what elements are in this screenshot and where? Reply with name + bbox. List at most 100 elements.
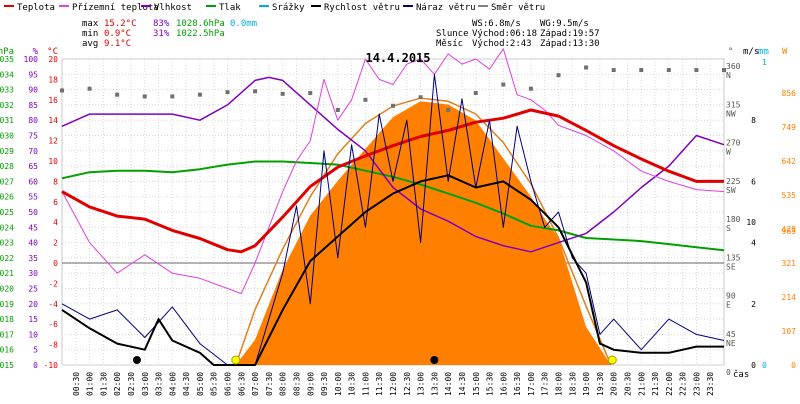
tick-label-solar: 535	[782, 191, 797, 200]
x-tick-label: 20:30	[623, 372, 632, 396]
tick-label-direction: 45	[726, 330, 736, 339]
tick-label-left: 35	[28, 254, 38, 263]
x-tick-label: 03:00	[141, 372, 150, 396]
x-tick-label: 15:00	[472, 372, 481, 396]
x-tick-label: 16:30	[513, 372, 522, 396]
series-layer	[60, 48, 726, 366]
tick-label-left: 100	[24, 55, 39, 64]
tick-label-left: 1033	[0, 86, 14, 95]
tick-label-direction: 135	[726, 253, 741, 262]
tick-label-rain: 0	[762, 361, 767, 370]
stat-label: max	[82, 19, 99, 29]
tick-label-left: 16	[48, 96, 58, 105]
tick-label-left: 1022	[0, 254, 14, 263]
tick-label-solar: 963	[782, 227, 797, 236]
sun-marker	[231, 355, 241, 365]
wind-direction-point	[363, 97, 368, 102]
wind-direction-point	[528, 86, 533, 91]
legend-label: Rychlost větru	[324, 3, 400, 13]
tick-label-wind: 6	[751, 177, 756, 186]
tick-label-left: 1018	[0, 315, 14, 324]
tick-label-left: 60	[28, 177, 38, 186]
tick-label-left: 1029	[0, 147, 14, 156]
tick-label-solar: 321	[782, 259, 797, 268]
x-tick-label: 00:30	[72, 372, 81, 396]
solar-radiation-area	[235, 101, 611, 365]
wind-direction-point	[611, 68, 616, 73]
tick-label-wind: 2	[751, 300, 756, 309]
x-axis-unit: čas	[733, 369, 749, 380]
moon-marker	[430, 356, 439, 364]
pressure-line	[61, 160, 725, 252]
x-tick-label: 18:30	[568, 372, 577, 396]
axis-unit-right: W	[782, 47, 788, 57]
tick-label-direction: 225	[726, 177, 741, 186]
x-tick-label: 16:00	[499, 372, 508, 396]
stat-moon-label: Měsíc	[436, 39, 463, 49]
wind-direction-point	[225, 90, 230, 95]
tick-label-wind: 0	[751, 361, 756, 370]
tick-label-left: 70	[28, 147, 38, 156]
axis-unit-left: hPa	[0, 47, 14, 57]
x-tick-label: 13:00	[417, 372, 426, 396]
wind-speed-line	[61, 174, 724, 366]
wind-direction-point	[253, 89, 258, 94]
x-tick-label: 07:00	[251, 372, 260, 396]
axis-unit-left: °C	[47, 47, 58, 57]
tick-label-left: 80	[28, 116, 38, 125]
legend-label: Vlhkost	[154, 3, 192, 13]
stat-moonrise: Východ:2:43	[472, 39, 532, 49]
stat-wind-gust: WG:9.5m/s	[540, 19, 589, 29]
wind-direction-point	[308, 91, 313, 95]
x-tick-label: 06:30	[237, 372, 246, 396]
axes-layer: hPa1035103410331032103110301029102810271…	[0, 47, 796, 396]
wind-direction-point	[501, 82, 506, 87]
stat-label: avg	[82, 39, 98, 49]
x-tick-label: 11:30	[375, 372, 384, 396]
axis-unit-right: °	[728, 47, 733, 57]
tick-label-left: 25	[28, 285, 38, 294]
wind-direction-point	[473, 91, 478, 95]
wind-direction-point	[418, 95, 423, 100]
x-tick-label: 22:30	[679, 372, 688, 396]
wind-direction-point	[446, 108, 451, 112]
stat-label: min	[82, 29, 98, 39]
tick-label-solar: 214	[782, 293, 797, 302]
tick-label-solar: 107	[782, 327, 797, 336]
tick-label-left: 6	[53, 198, 58, 207]
temperature-line	[61, 108, 724, 254]
tick-label-compass: E	[726, 301, 731, 310]
stat-sun-label: Slunce	[436, 29, 469, 39]
wind-direction-point	[694, 68, 699, 73]
tick-label-left: 1017	[0, 330, 14, 339]
sun-marker	[607, 355, 617, 365]
tick-label-left: 20	[48, 55, 58, 64]
stat-sunrise: Východ:06:18	[472, 29, 537, 39]
legend-label: Přízemní teplota	[72, 3, 159, 13]
tick-label-direction: 90	[726, 292, 736, 301]
tick-label-direction: 360	[726, 62, 741, 71]
stat-temp: 0.9°C	[104, 29, 131, 39]
x-tick-label: 21:00	[637, 372, 646, 396]
x-tick-label: 04:00	[168, 372, 177, 396]
tick-label-left: 95	[28, 70, 38, 79]
tick-label-direction: 315	[726, 100, 741, 109]
x-tick-label: 08:30	[292, 372, 301, 396]
tick-label-direction: 180	[726, 215, 741, 224]
tick-label-left: 10	[48, 157, 58, 166]
tick-label-left: 12	[48, 137, 58, 146]
x-tick-label: 23:30	[706, 372, 715, 396]
x-tick-label: 13:30	[430, 372, 439, 396]
stat-temp: 15.2°C	[104, 19, 137, 29]
stats-panel: max 15.2°C 83% 1028.6hPa 0.0mm min 0.9°C 31% 102…	[82, 19, 600, 49]
tick-label-left: -10	[44, 361, 59, 370]
axis-unit-left: %	[33, 47, 39, 57]
wind-direction-point	[335, 108, 340, 112]
wind-direction-point	[280, 91, 285, 96]
chart-title: 14.4.2015	[365, 51, 430, 65]
tick-label-left: 18	[48, 75, 58, 84]
tick-label-left: 15	[28, 315, 38, 324]
